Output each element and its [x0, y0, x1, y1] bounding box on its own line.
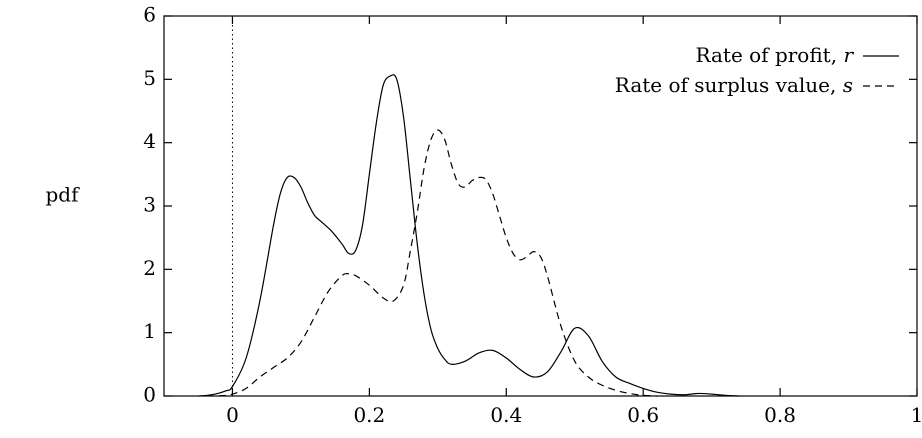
x-tick-label: 1: [911, 403, 922, 427]
x-tick-label: 0: [226, 403, 239, 427]
y-tick-label: 2: [143, 256, 156, 280]
legend-label-rate-of-profit: Rate of profit, r: [695, 43, 854, 67]
y-tick-label: 6: [143, 3, 156, 27]
y-tick-label: 5: [143, 66, 156, 90]
y-tick-label: 4: [143, 129, 156, 153]
x-tick-label: 0.8: [764, 403, 796, 427]
series-line-rate-of-surplus-value: [218, 129, 657, 397]
x-tick-label: 0.4: [490, 403, 522, 427]
y-tick-label: 1: [143, 319, 156, 343]
x-tick-label: 0.6: [627, 403, 659, 427]
y-tick-label: 0: [143, 383, 156, 407]
legend-label-rate-of-surplus-value: Rate of surplus value, s: [615, 73, 853, 97]
legend: Rate of profit, r Rate of surplus value,…: [615, 43, 899, 97]
x-tick-label: 0.2: [353, 403, 385, 427]
series-line-rate-of-profit: [198, 74, 740, 397]
y-tick-label: 3: [143, 193, 156, 217]
y-axis-label: pdf: [45, 183, 80, 207]
